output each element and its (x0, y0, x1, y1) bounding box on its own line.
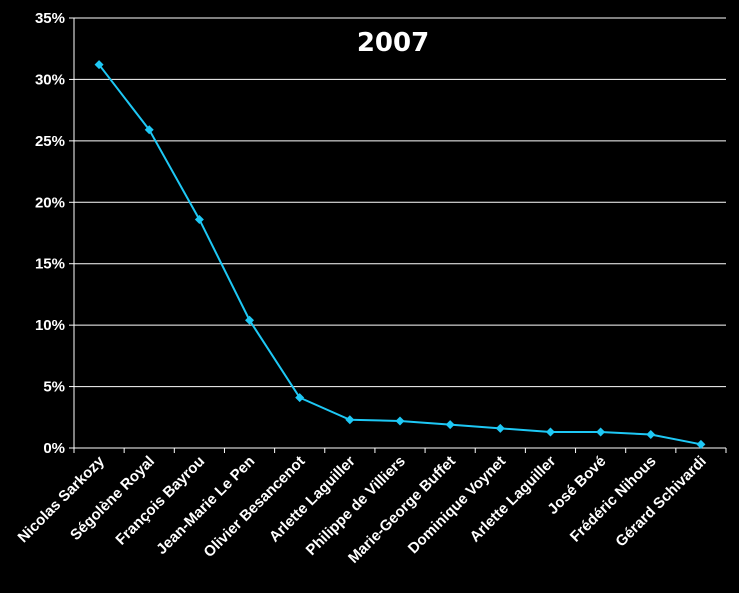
data-point-marker (646, 429, 656, 439)
y-tick-label: 10% (35, 317, 65, 334)
data-point-marker (395, 416, 405, 426)
y-tick-label: 30% (35, 71, 65, 88)
series-line-group (94, 60, 706, 449)
data-point-marker (295, 393, 305, 403)
x-tick-label: Arlette Laguiller (266, 453, 359, 546)
x-tick-label: Arlette Laguiller (467, 453, 560, 546)
data-point-marker (445, 420, 455, 430)
data-point-marker (194, 214, 204, 224)
gridlines (74, 17, 726, 388)
x-tick-label: François Bayrou (112, 453, 208, 549)
data-point-marker (245, 315, 255, 325)
x-tick-label: Dominique Voynet (405, 453, 509, 557)
y-tick-label: 0% (43, 440, 65, 457)
data-point-marker (696, 439, 706, 449)
data-point-marker (94, 60, 104, 70)
x-tick-label: Ségolène Royal (67, 453, 158, 544)
y-tick-label: 15% (35, 256, 65, 273)
x-tick-label: Gérard Schivardi (612, 453, 710, 551)
y-tick-label: 35% (35, 10, 65, 27)
y-tick-labels: 0% 5% 10% 15% 20% 25% 30% 35% (35, 10, 65, 457)
x-tick-label: Frédéric Nihous (567, 453, 660, 546)
data-point-marker (345, 415, 355, 425)
series-line (98, 64, 702, 446)
axes (69, 17, 727, 453)
y-tick-label: 20% (35, 194, 65, 211)
data-point-marker (144, 125, 154, 135)
chart-title: 2007 (357, 28, 429, 58)
data-point-marker (495, 423, 505, 433)
x-tick-label: Nicolas Sarkozy (15, 452, 109, 546)
data-point-marker (596, 427, 606, 437)
y-tick-label: 5% (43, 379, 65, 396)
y-tick-label: 25% (35, 133, 65, 150)
data-point-marker (545, 427, 555, 437)
